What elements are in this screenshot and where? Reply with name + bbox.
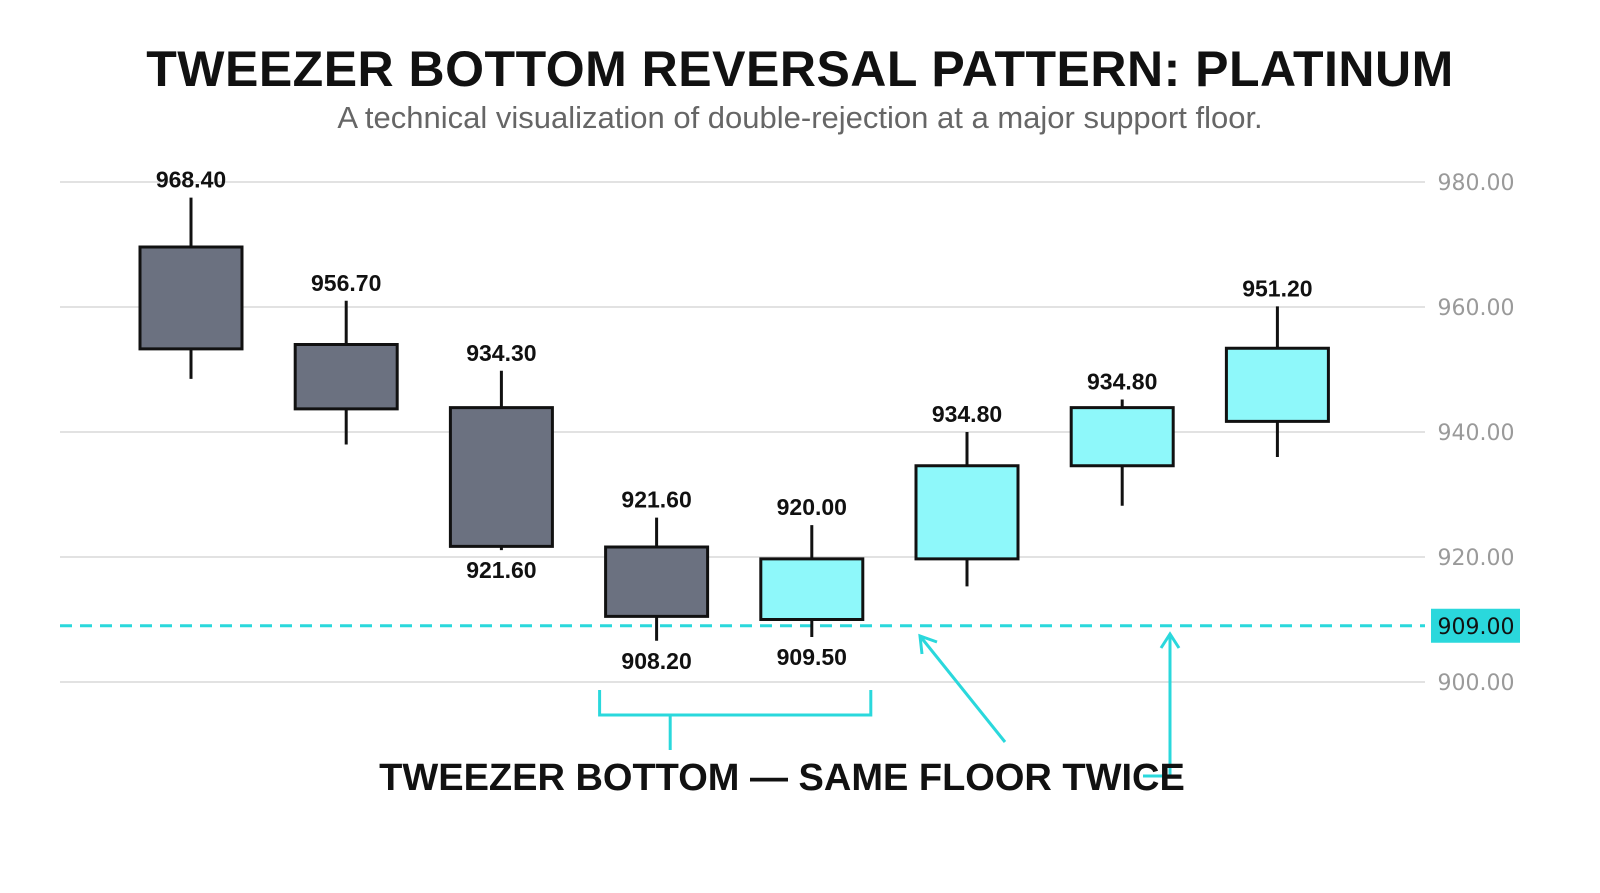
y-tick-label: 920.00 (1438, 546, 1515, 571)
candle (138, 197, 244, 379)
data-label: 920.00 (777, 494, 847, 520)
candle-body (1224, 346, 1330, 423)
candle-body (1069, 406, 1175, 468)
data-label: 934.80 (1087, 369, 1157, 395)
bracket (598, 690, 873, 750)
data-label: 909.50 (777, 644, 847, 670)
arrow-head (1159, 631, 1181, 649)
chart-title: TWEEZER BOTTOM REVERSAL PATTERN: PLATINU… (146, 41, 1454, 97)
label-layer: 968.40 956.70 934.30 921.60 921.60 908.20 920.… (156, 167, 1313, 674)
candle-body (604, 545, 710, 618)
candle (914, 432, 1020, 587)
candle (1224, 306, 1330, 457)
data-label: 956.70 (311, 270, 381, 296)
candle-body (293, 343, 399, 411)
candle (1069, 399, 1175, 506)
candle-body (914, 464, 1020, 561)
arrow-line (918, 635, 1007, 743)
data-label: 951.20 (1242, 275, 1312, 301)
support-label-badge (1431, 608, 1520, 643)
data-label: 934.30 (466, 340, 536, 366)
candle-body (138, 245, 244, 351)
candle (293, 300, 399, 445)
data-label: 934.80 (932, 401, 1002, 427)
grid-layer: 980.00 960.00 940.00 920.00 900.00 (60, 171, 1514, 696)
annotation-layer: TWEEZER BOTTOM — SAME FLOOR TWICE (379, 631, 1185, 799)
support-label: 909.00 (1438, 615, 1515, 640)
data-label: 921.60 (466, 557, 536, 583)
y-tick-label: 940.00 (1438, 421, 1515, 446)
candle-layer (138, 197, 1330, 641)
data-label: 921.60 (621, 487, 691, 513)
chart-subtitle: A technical visualization of double-reje… (337, 100, 1263, 135)
data-label: 968.40 (156, 167, 226, 193)
candle (604, 517, 710, 641)
y-tick-label: 980.00 (1438, 171, 1515, 196)
callout-text: TWEEZER BOTTOM — SAME FLOOR TWICE (379, 757, 1185, 799)
y-tick-label: 960.00 (1438, 296, 1515, 321)
y-tick-label: 900.00 (1438, 671, 1515, 696)
candle (448, 370, 554, 551)
candle-body (759, 557, 865, 621)
arrow-head (918, 633, 938, 655)
support-layer: 909.00 (60, 608, 1520, 643)
candle (759, 525, 865, 637)
data-label: 908.20 (621, 648, 691, 674)
arrow-line (1143, 636, 1172, 778)
candle-body (448, 406, 554, 548)
